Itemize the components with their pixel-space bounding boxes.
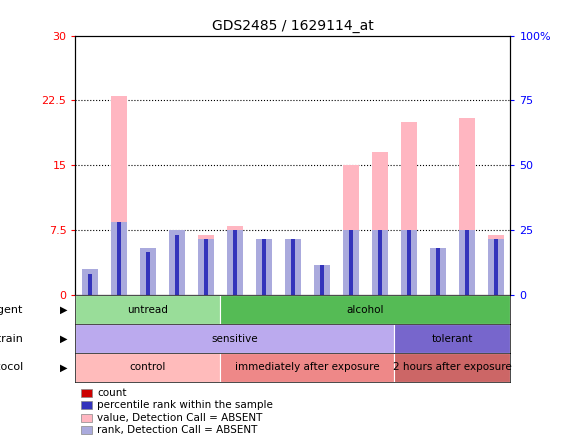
Bar bbox=[494, 239, 498, 295]
Bar bbox=[465, 293, 469, 295]
Bar bbox=[88, 285, 92, 295]
Bar bbox=[465, 230, 469, 295]
Text: ▶: ▶ bbox=[60, 333, 67, 344]
Text: rank, Detection Call = ABSENT: rank, Detection Call = ABSENT bbox=[97, 425, 258, 435]
Bar bbox=[291, 239, 295, 295]
Text: ▶: ▶ bbox=[60, 305, 67, 315]
Bar bbox=[378, 293, 382, 295]
Text: strain: strain bbox=[0, 333, 23, 344]
Bar bbox=[343, 165, 359, 295]
Bar bbox=[169, 230, 185, 295]
Bar bbox=[436, 293, 440, 295]
Bar bbox=[256, 239, 272, 295]
Bar bbox=[343, 230, 359, 295]
Bar bbox=[75, 353, 220, 382]
Bar bbox=[407, 230, 411, 295]
Bar bbox=[256, 239, 272, 295]
Text: count: count bbox=[97, 388, 127, 398]
Bar bbox=[262, 239, 266, 295]
Bar bbox=[494, 293, 498, 295]
Bar bbox=[227, 230, 243, 295]
Bar bbox=[198, 234, 214, 295]
Text: untread: untread bbox=[128, 305, 168, 315]
Text: 2 hours after exposure: 2 hours after exposure bbox=[393, 362, 512, 373]
Text: alcohol: alcohol bbox=[347, 305, 384, 315]
Text: agent: agent bbox=[0, 305, 23, 315]
Text: tolerant: tolerant bbox=[432, 333, 473, 344]
Bar bbox=[378, 230, 382, 295]
Bar bbox=[430, 248, 446, 295]
Bar bbox=[198, 239, 214, 295]
Bar bbox=[169, 230, 185, 295]
Bar bbox=[320, 265, 324, 295]
Bar bbox=[430, 256, 446, 295]
Bar bbox=[175, 293, 179, 295]
Bar bbox=[117, 222, 121, 295]
Bar bbox=[291, 293, 295, 295]
Bar bbox=[372, 152, 388, 295]
Bar bbox=[459, 118, 475, 295]
Bar bbox=[227, 226, 243, 295]
Bar bbox=[349, 293, 353, 295]
Bar bbox=[140, 256, 156, 295]
Bar bbox=[401, 122, 417, 295]
Bar bbox=[75, 324, 394, 353]
Bar bbox=[204, 293, 208, 295]
Bar bbox=[488, 239, 504, 295]
Bar bbox=[146, 293, 150, 295]
Bar bbox=[394, 324, 510, 353]
Title: GDS2485 / 1629114_at: GDS2485 / 1629114_at bbox=[212, 19, 374, 33]
Bar bbox=[285, 239, 301, 295]
Bar bbox=[314, 265, 330, 295]
Bar bbox=[175, 234, 179, 295]
Text: percentile rank within the sample: percentile rank within the sample bbox=[97, 400, 273, 410]
Bar bbox=[75, 295, 220, 324]
Text: immediately after exposure: immediately after exposure bbox=[235, 362, 380, 373]
Bar bbox=[220, 295, 510, 324]
Bar bbox=[436, 248, 440, 295]
Bar bbox=[204, 239, 208, 295]
Bar bbox=[285, 239, 301, 295]
Text: ▶: ▶ bbox=[60, 362, 67, 373]
Bar bbox=[459, 230, 475, 295]
Bar bbox=[233, 230, 237, 295]
Text: control: control bbox=[130, 362, 166, 373]
Bar bbox=[88, 274, 92, 295]
Bar bbox=[111, 96, 127, 295]
Bar bbox=[82, 282, 98, 295]
Bar bbox=[407, 293, 411, 295]
Bar bbox=[117, 293, 121, 295]
Bar bbox=[140, 248, 156, 295]
Bar bbox=[401, 230, 417, 295]
Bar bbox=[233, 293, 237, 295]
Text: protocol: protocol bbox=[0, 362, 23, 373]
Bar bbox=[82, 269, 98, 295]
Bar bbox=[146, 252, 150, 295]
Bar bbox=[488, 234, 504, 295]
Bar bbox=[314, 280, 330, 295]
Bar bbox=[262, 293, 266, 295]
Bar bbox=[220, 353, 394, 382]
Bar bbox=[111, 222, 127, 295]
Bar bbox=[394, 353, 510, 382]
Bar bbox=[372, 230, 388, 295]
Text: sensitive: sensitive bbox=[212, 333, 258, 344]
Bar bbox=[320, 293, 324, 295]
Bar bbox=[349, 230, 353, 295]
Text: value, Detection Call = ABSENT: value, Detection Call = ABSENT bbox=[97, 413, 263, 423]
